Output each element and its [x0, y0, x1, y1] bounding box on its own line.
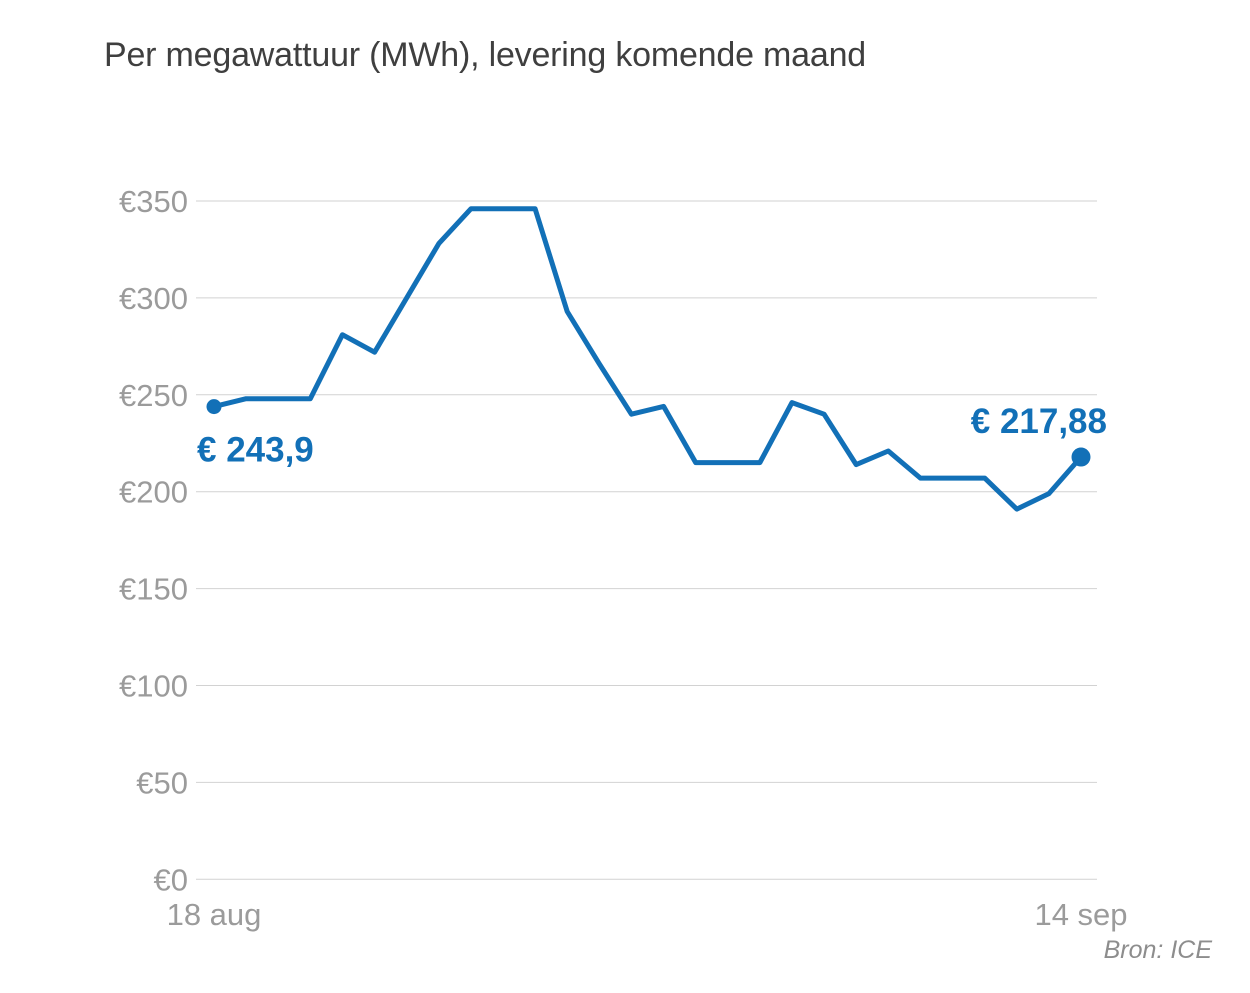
chart-title: Per megawattuur (MWh), levering komende …: [104, 36, 866, 74]
x-axis-tick-label: 18 aug: [167, 897, 262, 932]
data-point-label: € 217,88: [971, 402, 1107, 441]
y-axis-tick-label: €350: [119, 184, 188, 219]
y-axis-tick-label: €50: [136, 765, 188, 800]
data-point-label: € 243,9: [197, 431, 314, 470]
source-label: Bron: ICE: [1103, 936, 1212, 964]
y-axis-tick-label: €100: [119, 669, 188, 704]
data-point-dot: [1071, 447, 1091, 467]
price-line: [211, 206, 1084, 512]
x-axis-tick-label: 14 sep: [1034, 897, 1127, 932]
y-axis-tick-label: €300: [119, 281, 188, 316]
y-axis-tick-label: €250: [119, 378, 188, 413]
y-axis-tick-label: €150: [119, 572, 188, 607]
y-axis-tick-label: €200: [119, 475, 188, 510]
y-axis-tick-label: €0: [154, 862, 188, 897]
data-point-dot: [206, 399, 222, 415]
